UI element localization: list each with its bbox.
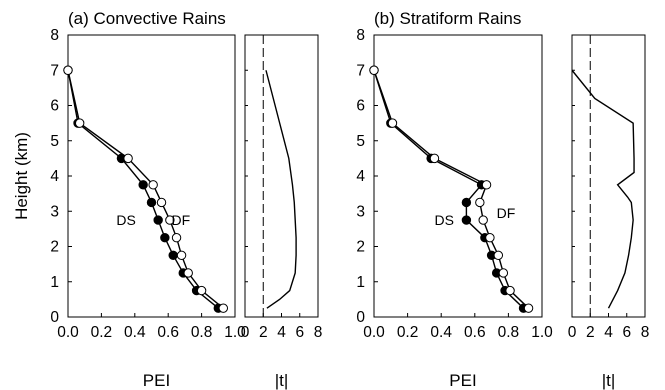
panel-3: (b) Stratiform Rains 0.0 0.2 0.4 0.6 0.8 1.0 0 1… — [356, 9, 553, 390]
y-tick-label: 3 — [50, 203, 59, 220]
data-point-df — [171, 232, 182, 243]
label-ds: DS — [116, 212, 135, 228]
y-tick-label: 2 — [50, 239, 59, 256]
data-point-df — [183, 268, 193, 278]
x-axis-title: PEI — [449, 371, 476, 390]
plot-frame — [244, 34, 319, 318]
x-tick-label: 0.2 — [397, 324, 419, 341]
data-point-df — [481, 180, 492, 190]
y-tick-label: 5 — [356, 133, 365, 150]
x-tick-label: 0.4 — [124, 324, 146, 341]
y-tick-label: 1 — [50, 274, 59, 291]
series-line — [571, 69, 635, 309]
y-tick-label: 4 — [50, 168, 59, 185]
x-tick-label: 0 — [568, 324, 577, 341]
x-tick-label: 1.0 — [224, 324, 246, 341]
x-tick-label: 6 — [295, 324, 304, 341]
data-point-df — [523, 303, 534, 313]
data-point-df — [156, 197, 167, 208]
x-axis-title: |t| — [275, 371, 289, 390]
data-point-df — [176, 250, 187, 261]
data-point-df — [63, 65, 73, 75]
data-point-ds — [461, 197, 472, 208]
x-tick-label: 0.0 — [363, 324, 385, 341]
x-tick-label: 0.0 — [57, 324, 79, 341]
y-tick-label: 7 — [356, 62, 365, 79]
y-axis-title-group: Height (km) — [12, 132, 31, 220]
series-line — [265, 70, 297, 309]
y-tick-label: 6 — [356, 98, 365, 115]
x-axis-title: PEI — [143, 371, 170, 390]
x-tick-label: 0.2 — [91, 324, 113, 341]
label-ds: DS — [434, 212, 453, 228]
y-tick-label: 1 — [356, 274, 365, 291]
data-point-df — [498, 268, 509, 278]
x-tick-label: 0 — [241, 324, 250, 341]
data-point-df — [493, 250, 504, 261]
plot-frame — [571, 34, 646, 318]
x-tick-label: 0.8 — [498, 324, 520, 341]
x-tick-label: 0.8 — [191, 324, 213, 341]
y-tick-label: 8 — [50, 27, 59, 44]
label-df: DF — [172, 212, 191, 228]
data-point-ds — [146, 197, 157, 208]
data-point-df — [475, 197, 485, 208]
y-tick-label: 7 — [50, 62, 59, 79]
data-point-df — [123, 153, 133, 164]
y-tick-label: 8 — [356, 27, 365, 44]
data-point-df — [74, 118, 85, 128]
y-tick-label: 2 — [356, 239, 365, 256]
data-point-df — [148, 180, 158, 190]
x-tick-label: 8 — [641, 324, 650, 341]
x-tick-label: 0.4 — [430, 324, 452, 341]
x-tick-label: 4 — [604, 324, 613, 341]
data-point-ds — [461, 215, 472, 225]
panel-1: (a) Convective Rains 0.0 0.2 0.4 0.6 0.8 1.0 0 1… — [50, 9, 246, 390]
data-point-df — [429, 153, 440, 164]
y-axis-title: Height (km) — [12, 132, 31, 220]
x-tick-label: 2 — [586, 324, 595, 341]
data-point-ds — [138, 180, 148, 190]
y-tick-label: 0 — [356, 309, 365, 326]
x-tick-label: 4 — [277, 324, 286, 341]
data-point-ds — [160, 232, 170, 243]
y-tick-label: 4 — [356, 168, 365, 185]
data-point-ds — [153, 215, 163, 225]
data-point-df — [387, 118, 398, 128]
panel-title: (b) Stratiform Rains — [374, 9, 521, 28]
data-point-df — [165, 215, 175, 225]
plot-frame — [373, 34, 543, 318]
data-point-df — [196, 285, 207, 296]
data-point-df — [478, 215, 488, 225]
x-axis-title: |t| — [602, 371, 616, 390]
panel-title: (a) Convective Rains — [68, 9, 226, 28]
data-point-df — [505, 285, 515, 296]
x-tick-label: 6 — [622, 324, 631, 341]
data-point-df — [218, 303, 229, 313]
x-tick-label: 1.0 — [531, 324, 553, 341]
data-point-ds — [168, 250, 178, 261]
y-tick-label: 6 — [50, 98, 59, 115]
y-tick-label: 0 — [50, 309, 59, 326]
data-point-df — [369, 65, 379, 75]
y-tick-label: 3 — [356, 203, 365, 220]
x-tick-label: 0.6 — [464, 324, 486, 341]
x-tick-label: 2 — [259, 324, 268, 341]
label-df: DF — [497, 205, 516, 221]
x-tick-label: 0.6 — [157, 324, 179, 341]
panel-4: 0 2 4 6 8 |t| — [568, 34, 650, 390]
data-point-df — [485, 232, 495, 243]
plot-frame — [67, 34, 236, 318]
x-tick-label: 8 — [314, 324, 323, 341]
panel-2: 0 2 4 6 8 |t| — [241, 34, 323, 390]
y-tick-label: 5 — [50, 133, 59, 150]
